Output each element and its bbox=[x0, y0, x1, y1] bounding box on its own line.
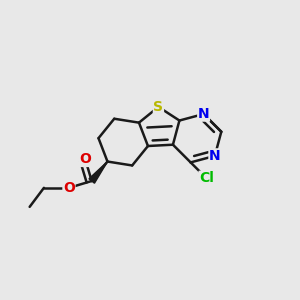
Polygon shape bbox=[89, 161, 107, 183]
Text: O: O bbox=[79, 152, 91, 167]
Text: N: N bbox=[209, 149, 220, 163]
Text: S: S bbox=[153, 100, 164, 114]
Text: Cl: Cl bbox=[199, 171, 214, 185]
Text: O: O bbox=[63, 181, 75, 195]
Text: N: N bbox=[198, 107, 209, 121]
